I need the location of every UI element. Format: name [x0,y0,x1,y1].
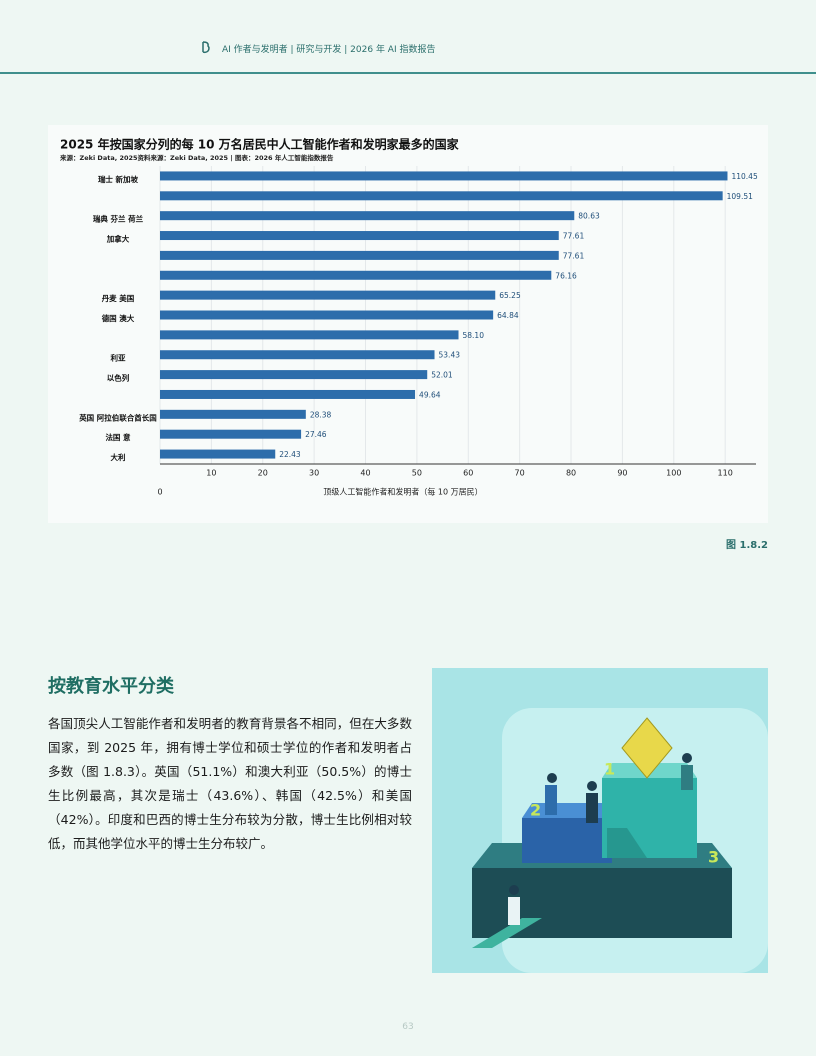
paragraph: 各国顶尖人工智能作者和发明者的教育背景各不相同，但在大多数国家，到 2025 年… [48,716,412,851]
x-tick-label: 80 [566,469,576,478]
chart-subtitle: 来源：Zeki Data, 2025资料来源：Zeki Data, 2025 |… [59,153,334,163]
y-tick-label: 英国 阿拉伯联合酋长国 [79,412,157,422]
x-tick-label: 30 [309,469,319,478]
y-tick-label: 德国 澳大 [102,313,135,323]
value-label: 76.16 [555,271,577,280]
x-axis-label: 顶级人工智能作者和发明者（每 10 万居民） [323,487,482,497]
bar [160,389,416,399]
value-label: 77.61 [563,232,585,241]
bar [160,429,302,439]
value-label: 110.45 [731,172,757,181]
x-tick-label: 0 [157,488,162,497]
bar [160,290,496,300]
value-label: 77.61 [563,251,585,260]
value-label: 27.46 [305,430,327,439]
x-tick-label: 20 [258,469,268,478]
x-tick-label: 10 [206,469,216,478]
bar [160,270,552,280]
svg-text:1: 1 [604,760,615,779]
breadcrumb: AI 作者与发明者 | 研究与开发 | 2026 年 AI 指数报告 [222,45,436,55]
y-tick-label: 利亚 [110,353,126,363]
page-number: 63 [402,1022,414,1032]
bar [160,449,276,459]
value-label: 49.64 [419,390,441,399]
illustration: 2 1 3 [432,668,768,973]
value-label: 109.51 [727,192,753,201]
x-tick-label: 90 [617,469,627,478]
y-tick-label: 瑞典 芬兰 荷兰 [93,214,144,224]
y-tick-label: 法国 意 [105,432,131,442]
header-icon [202,41,210,54]
x-tick-label: 110 [718,469,733,478]
x-tick-label: 50 [412,469,422,478]
value-label: 28.38 [310,410,332,419]
x-tick-label: 60 [463,469,473,478]
svg-text:2: 2 [530,801,541,820]
y-tick-label: 丹麦 美国 [102,293,135,303]
svg-text:3: 3 [708,848,719,867]
value-label: 53.43 [439,351,461,360]
value-label: 52.01 [431,371,453,380]
x-tick-label: 40 [360,469,370,478]
header: AI 作者与发明者 | 研究与开发 | 2026 年 AI 指数报告 [0,0,816,74]
y-tick-label: 以色列 [107,373,130,383]
chart-title: 2025 年按国家分列的每 10 万名居民中人工智能作者和发明家最多的国家 [60,137,460,152]
y-tick-label: 瑞士 新加坡 [98,174,139,184]
bar [160,330,459,340]
bar [160,250,559,260]
value-label: 58.10 [463,331,485,340]
bar [160,409,306,419]
value-label: 64.84 [497,311,519,320]
x-tick-label: 70 [515,469,525,478]
section-heading: 按教育水平分类 [48,676,174,697]
bar [160,171,728,181]
value-label: 65.25 [499,291,521,300]
value-label: 80.63 [578,212,600,221]
bar [160,191,723,201]
value-label: 22.43 [279,450,301,459]
bar [160,350,435,360]
figure-label: 图 1.8.2 [726,540,768,551]
bar [160,310,494,320]
bar [160,370,428,380]
y-tick-label: 加拿大 [106,234,130,244]
chart-card: 2025 年按国家分列的每 10 万名居民中人工智能作者和发明家最多的国家 来源… [48,125,768,523]
bar [160,211,575,221]
y-tick-label: 大利 [111,452,126,462]
chart: 2025 年按国家分列的每 10 万名居民中人工智能作者和发明家最多的国家 来源… [59,137,758,497]
bar [160,231,559,241]
x-tick-label: 100 [666,469,681,478]
